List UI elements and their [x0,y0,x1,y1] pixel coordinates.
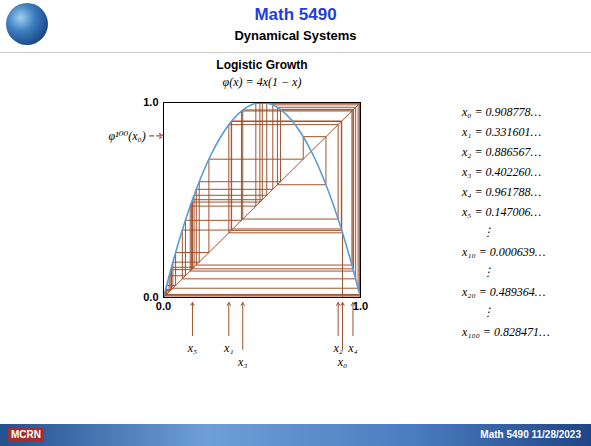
html-text:Logistic Growth: Logistic Growth [216,58,308,72]
svg-text:1.0: 1.0 [143,96,158,108]
html-text:φ(x) = 4x(1 − x): φ(x) = 4x(1 − x) [222,75,302,89]
html-text:x₁₀ = 0.000639…: x₁₀ = 0.000639… [462,245,546,259]
html-text:x₂₀ = 0.489364…: x₂₀ = 0.489364… [462,285,546,299]
svg-text:x₃: x₃ [237,355,248,369]
html-text:x₀ = 0.908778…: x₀ = 0.908778… [462,105,542,119]
html-text:x₅ = 0.147006…: x₅ = 0.147006… [462,205,542,219]
html-text:Math 5490: Math 5490 [254,5,337,24]
svg-text:x₂: x₂ [332,341,343,355]
html-text:Dynamical Systems: Dynamical Systems [234,28,357,43]
html-text:x₁₀₀ = 0.828471…: x₁₀₀ = 0.828471… [462,325,550,339]
svg-text:x₁: x₁ [223,341,234,355]
svg-text:x₄: x₄ [347,341,358,355]
svg-text:1.0: 1.0 [353,300,368,312]
svg-text:0.0: 0.0 [156,300,171,312]
svg-text:x₅: x₅ [187,341,198,355]
html-text:MCRN: MCRN [11,429,41,440]
html-text:x₄ = 0.961788…: x₄ = 0.961788… [462,185,542,199]
html-text:x₁ = 0.331601…: x₁ = 0.331601… [462,125,542,139]
svg-text:x₀: x₀ [337,355,348,369]
svg-text:0.0: 0.0 [143,291,159,303]
html-text:Math 5490 11/28/2023: Math 5490 11/28/2023 [480,429,581,440]
svg-text:φ¹⁰⁰(x₀): φ¹⁰⁰(x₀) [108,129,145,143]
html-text:x₂ = 0.886567…: x₂ = 0.886567… [462,145,542,159]
html-text:x₃ = 0.402260…: x₃ = 0.402260… [462,165,542,179]
